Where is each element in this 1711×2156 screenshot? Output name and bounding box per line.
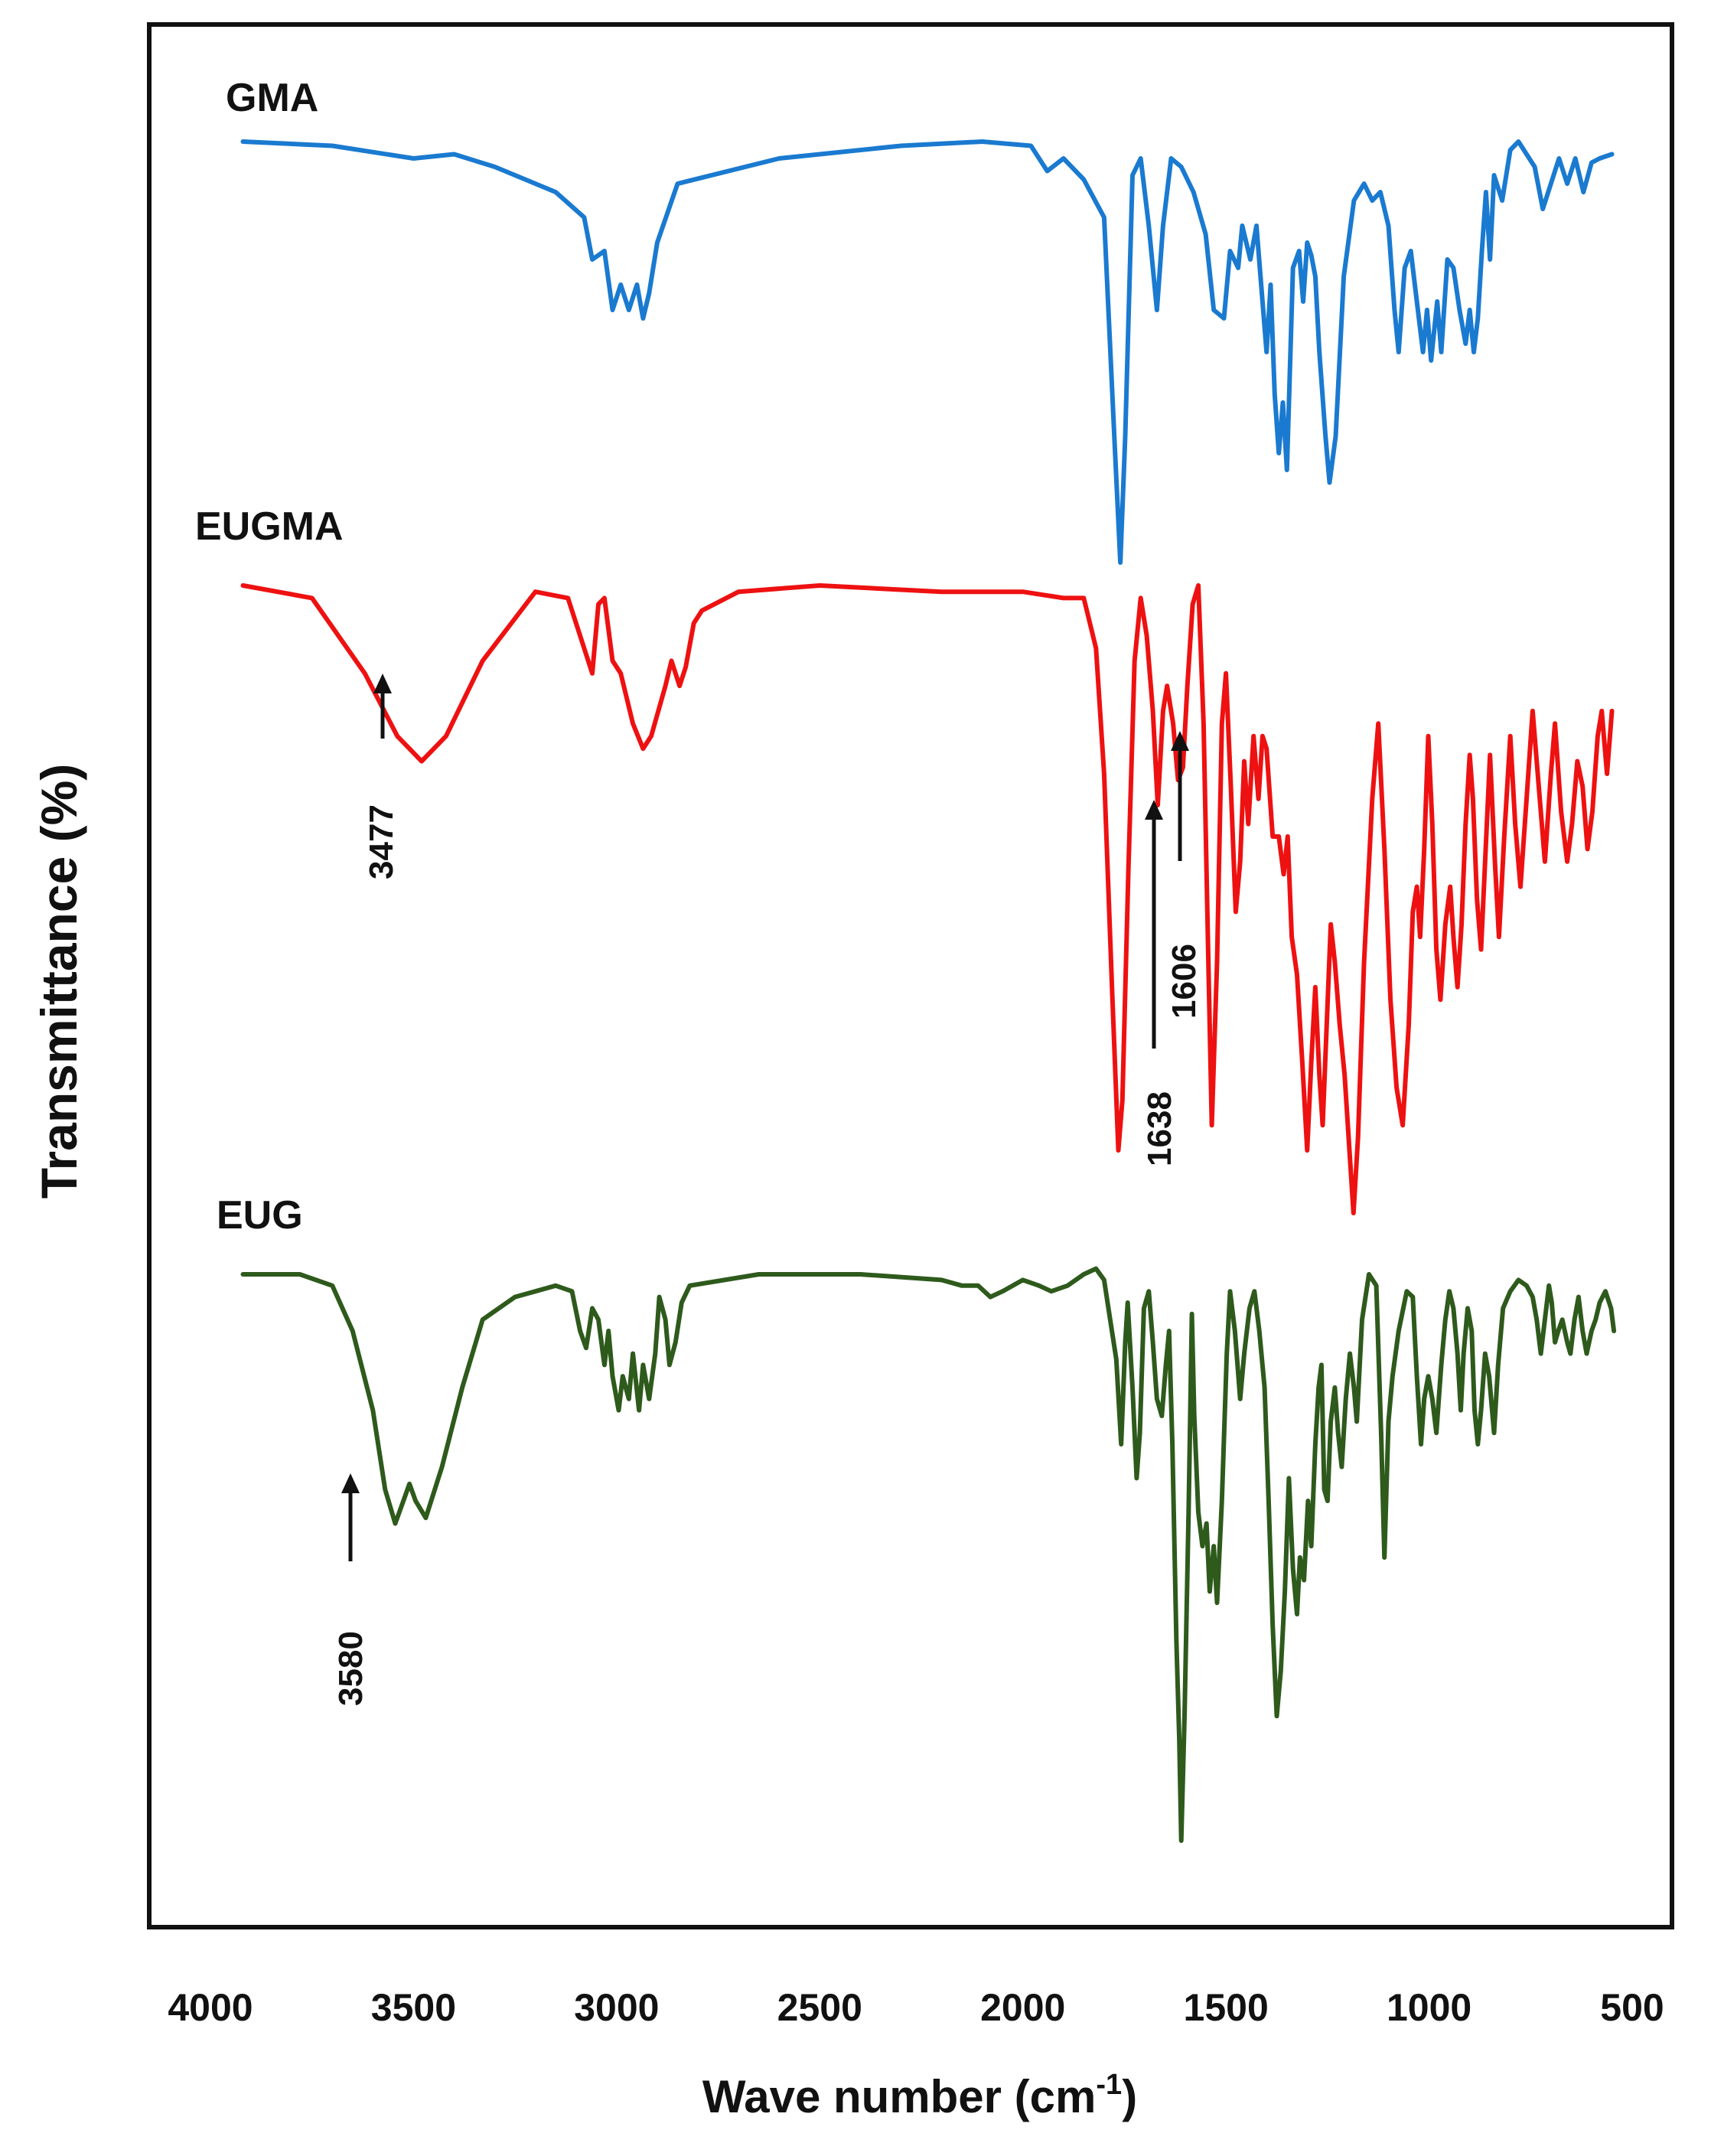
- plot-frame: [147, 22, 1674, 1929]
- series-line-eugma: [240, 583, 1615, 1215]
- x-tick-label: 3500: [371, 1986, 456, 2029]
- annotation-label: 3477: [363, 804, 400, 879]
- series-label-eugma: EUGMA: [195, 504, 344, 549]
- x-tick-label: 2500: [777, 1986, 862, 2029]
- x-tick-label: 1000: [1387, 1986, 1471, 2029]
- x-axis-title-main: Wave number (cm: [702, 2071, 1097, 2122]
- annotation-arrow-head: [341, 1473, 360, 1493]
- series-label-eug: EUG: [217, 1193, 303, 1238]
- series-label-gma: GMA: [226, 76, 318, 120]
- annotation-arrow-head: [1145, 800, 1163, 820]
- x-axis-title: Wave number (cm-1): [702, 2069, 1137, 2122]
- x-axis-title-sup: -1: [1096, 2069, 1122, 2101]
- x-tick-label: 4000: [168, 1986, 253, 2029]
- annotation-label: 3580: [332, 1631, 370, 1706]
- peak-annotations: 3477 1638 1606 3580: [332, 674, 1203, 1706]
- x-axis-title-close: ): [1122, 2071, 1137, 2122]
- x-tick-labels: 4000 3500 3000 2500 2000 1500 1000 500: [168, 1986, 1664, 2029]
- annotation-label: 1638: [1141, 1091, 1178, 1166]
- series-labels: GMA EUGMA EUG: [195, 76, 344, 1238]
- annotation-arrow-head: [373, 674, 392, 693]
- series-line-gma: [240, 139, 1615, 565]
- annotation-arrow-head: [1171, 731, 1189, 751]
- annotation-label: 1606: [1165, 944, 1203, 1019]
- x-tick-label: 500: [1600, 1986, 1664, 2029]
- x-tick-label: 2000: [980, 1986, 1065, 2029]
- series-lines: [240, 139, 1617, 1843]
- x-tick-label: 1500: [1184, 1986, 1269, 2029]
- x-tick-label: 3000: [574, 1986, 659, 2029]
- y-axis-title: Transmittance (%): [31, 764, 87, 1199]
- series-line-eug: [240, 1266, 1617, 1843]
